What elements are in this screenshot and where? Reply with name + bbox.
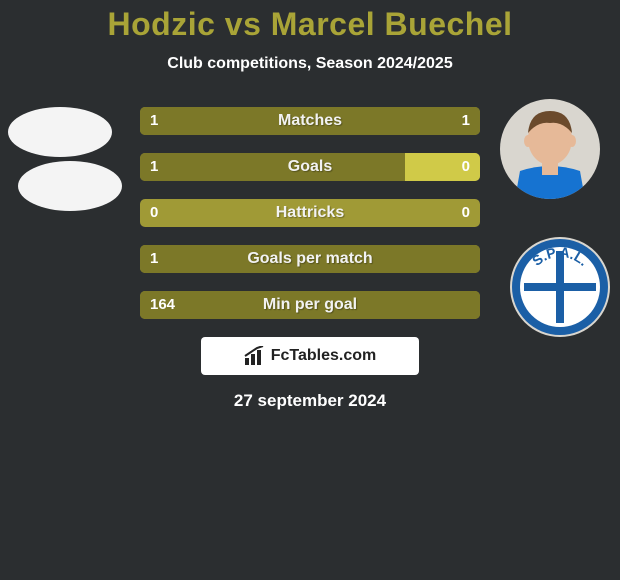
stat-value-left: 0 [150, 199, 158, 227]
stat-row: Goals1 0 [140, 153, 480, 181]
stat-label: Goals [140, 153, 480, 181]
brand-text: FcTables.com [271, 347, 377, 365]
player-ear-left [524, 135, 532, 147]
stat-label: Goals per match [140, 245, 480, 273]
player-right-avatar [500, 99, 600, 199]
stat-bars: Matches11Goals10Hattricks00Goals per mat… [140, 107, 480, 319]
comparison-subtitle: Club competitions, Season 2024/2025 [0, 55, 620, 73]
player-ear-right [568, 135, 576, 147]
stat-value-right: 0 [462, 199, 470, 227]
club-right-logo: S.P.A.L. [510, 237, 610, 337]
stat-value-left: 1 [150, 107, 158, 135]
stat-row: Min per goal164 [140, 291, 480, 319]
stat-value-left: 164 [150, 291, 175, 319]
stat-row: Hattricks0 0 [140, 199, 480, 227]
stat-row: Goals per match1 [140, 245, 480, 273]
stat-label: Min per goal [140, 291, 480, 319]
player-left-avatar [8, 107, 112, 157]
stat-value-left: 1 [150, 153, 158, 181]
stat-row: Matches1 1 [140, 107, 480, 135]
stat-label: Matches [140, 107, 480, 135]
comparison-date: 27 september 2024 [0, 391, 620, 411]
brand-box: FcTables.com [201, 337, 419, 375]
stat-value-right: 0 [462, 153, 470, 181]
club-left-logo [18, 161, 122, 211]
comparison-content: S.P.A.L. Matches11Goals10Hattricks00Goal… [0, 107, 620, 411]
stat-value-left: 1 [150, 245, 158, 273]
comparison-title: Hodzic vs Marcel Buechel [0, 0, 620, 43]
stat-value-right: 1 [462, 107, 470, 135]
stat-label: Hattricks [140, 199, 480, 227]
brand-chart-icon [244, 346, 266, 366]
spal-cross-horizontal [524, 283, 596, 291]
